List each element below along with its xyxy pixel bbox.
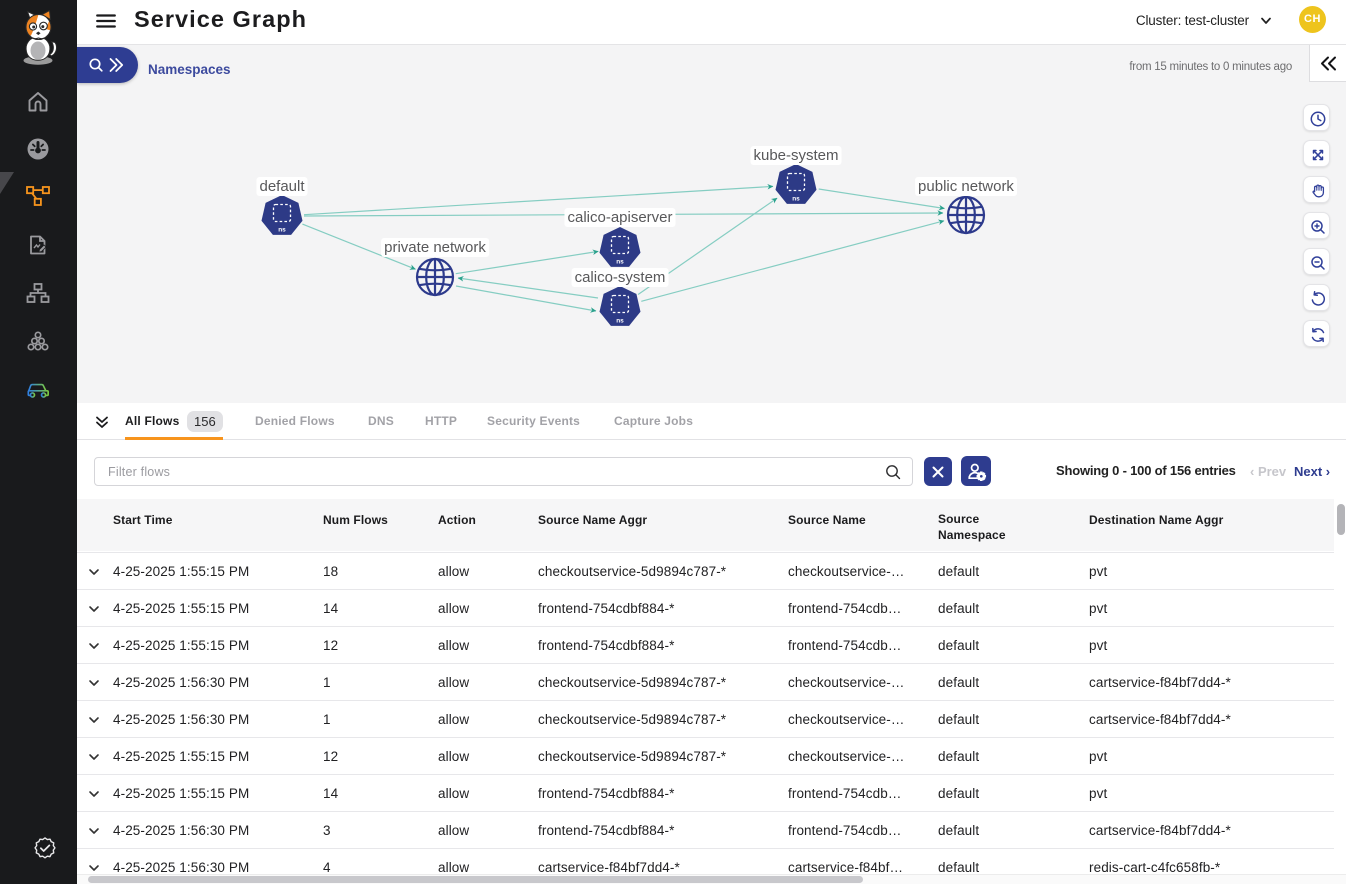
svg-text:ns: ns: [616, 259, 624, 266]
svg-text:ns: ns: [616, 318, 624, 325]
svg-text:ns: ns: [792, 196, 800, 203]
svg-text:ns: ns: [278, 227, 286, 234]
